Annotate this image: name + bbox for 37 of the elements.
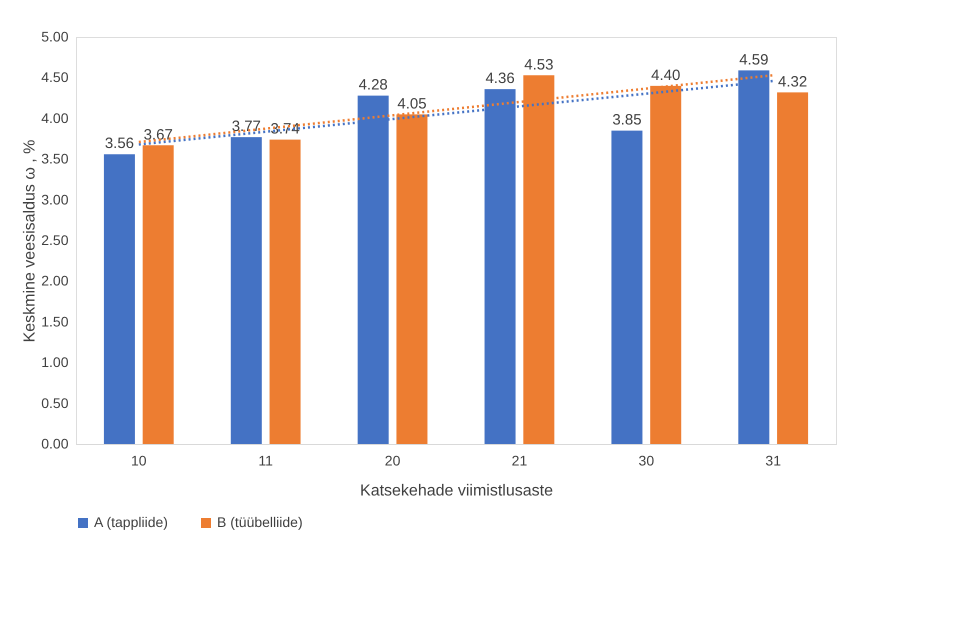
y-tick-label: 3.50 bbox=[41, 150, 69, 167]
x-axis-title: Katsekehade viimistlusaste bbox=[360, 482, 554, 500]
data-label: 3.67 bbox=[144, 126, 173, 144]
x-tick-label: 10 bbox=[131, 452, 147, 468]
y-tick-label: 4.50 bbox=[41, 69, 69, 86]
data-label: 4.59 bbox=[739, 51, 768, 68]
x-tick-label: 30 bbox=[638, 452, 654, 468]
x-tick-label: 21 bbox=[512, 452, 528, 468]
data-label: 3.56 bbox=[104, 135, 134, 152]
y-tick-label: 0.00 bbox=[41, 436, 69, 452]
bar bbox=[270, 140, 301, 444]
data-label: 4.28 bbox=[358, 76, 388, 94]
bar bbox=[142, 145, 174, 444]
data-label: 4.53 bbox=[524, 56, 554, 74]
data-label: 3.85 bbox=[612, 112, 642, 129]
y-tick-label: 5.00 bbox=[41, 28, 69, 44]
x-tick-label: 11 bbox=[258, 452, 274, 468]
data-label: 4.05 bbox=[397, 95, 427, 112]
bar bbox=[104, 154, 135, 444]
y-tick-label: 1.50 bbox=[41, 313, 69, 330]
data-label: 4.36 bbox=[485, 70, 515, 88]
x-tick-label: 20 bbox=[384, 452, 401, 468]
legend-label: B (tüübelliide) bbox=[217, 514, 303, 530]
y-tick-label: 4.00 bbox=[41, 110, 69, 126]
y-tick-label: 2.50 bbox=[41, 232, 69, 248]
y-tick-label: 0.50 bbox=[41, 394, 69, 411]
y-tick-label: 2.00 bbox=[41, 272, 69, 289]
bar bbox=[611, 130, 642, 444]
data-label: 4.32 bbox=[778, 73, 808, 90]
data-label: 4.40 bbox=[651, 66, 680, 84]
y-axis-title: Keskmine veesisaldus ω , % bbox=[21, 140, 38, 342]
y-tick-label: 3.00 bbox=[41, 191, 69, 208]
data-label: 3.77 bbox=[232, 118, 261, 136]
x-tick-label: 31 bbox=[765, 452, 782, 468]
y-tick-label: 1.00 bbox=[41, 354, 69, 370]
legend-label: A (tappliide) bbox=[94, 514, 168, 530]
bar bbox=[777, 92, 808, 444]
